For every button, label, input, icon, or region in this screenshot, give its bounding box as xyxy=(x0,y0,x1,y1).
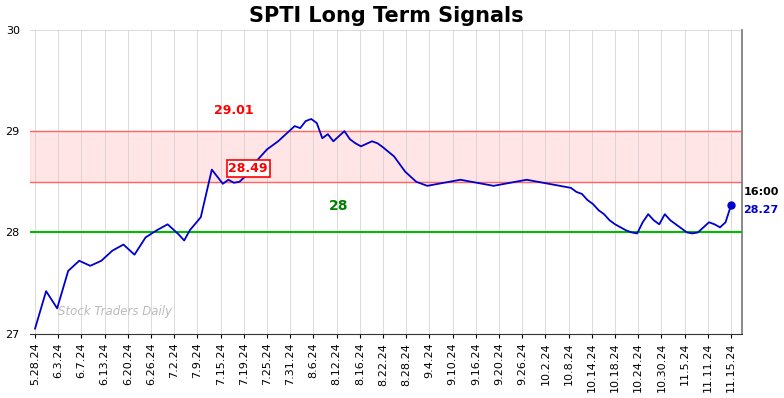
Text: 28.27: 28.27 xyxy=(743,205,779,215)
Text: 16:00: 16:00 xyxy=(743,187,779,197)
Text: 28.49: 28.49 xyxy=(228,162,268,175)
Text: Stock Traders Daily: Stock Traders Daily xyxy=(58,305,172,318)
Text: 29.01: 29.01 xyxy=(214,104,254,117)
Text: 28: 28 xyxy=(329,199,349,213)
Bar xyxy=(30,131,742,182)
Title: SPTI Long Term Signals: SPTI Long Term Signals xyxy=(249,6,523,25)
